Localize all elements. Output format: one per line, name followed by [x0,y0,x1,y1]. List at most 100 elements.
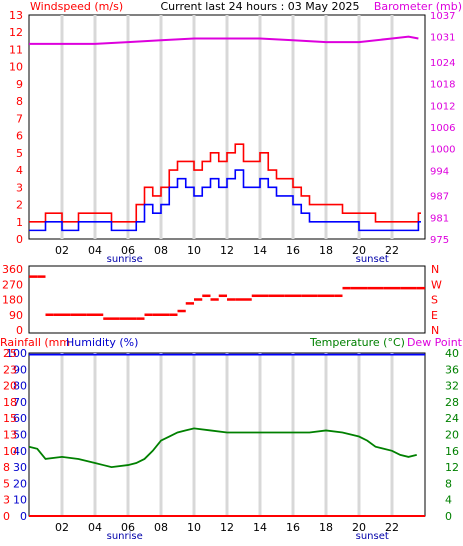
rainfall-tick-label: 0 [3,510,10,523]
barometer-tick-label: 975 [430,235,449,246]
rainfall-tick-label: 13 [3,429,17,442]
sun-annotation-sunset: sunset [356,254,389,265]
rainfall-tick-label: 20 [3,380,17,393]
barometer-tick-label: 1000 [430,145,455,156]
barometer-axis-title: Barometer (mb) [374,0,462,13]
barometer-tick-label: 1031 [430,33,455,44]
rainfall-tick-label: 8 [3,461,10,474]
wind-tick-label: 1 [16,216,23,229]
compass-tick-label: E [431,309,438,322]
humidity-tick-label: 60 [13,412,27,425]
barometer-tick-label: 1018 [430,80,455,91]
temperature-tick-label: 40 [445,347,459,360]
temp-x-tick-label: 06 [121,521,135,534]
humidity-axis-title: Humidity (%) [66,336,138,349]
series-line-wind-speed [29,169,421,232]
rainfall-axis-title: Rainfall (mm [0,336,70,349]
barometer-tick-label: 1012 [430,101,455,112]
rainfall-tick-label: 18 [3,396,17,409]
wind-x-tick-label: 02 [55,244,69,257]
compass-tick-label: W [431,278,442,291]
wind-x-tick-label: 14 [253,244,267,257]
rainfall-tick-label: 23 [3,363,17,376]
dewpoint-axis-title: Dew Point [407,336,463,349]
temperature-tick-label: 16 [445,445,459,458]
series-line-temperature [28,427,417,469]
wind-x-tick-label: 18 [319,244,333,257]
direction-tick-label: 180 [2,294,23,307]
temp-x-tick-label: 18 [319,521,333,534]
wind-tick-label: 13 [9,9,23,22]
wind-tick-label: 5 [16,147,23,160]
wind-tick-label: 12 [9,26,23,39]
humidity-tick-label: 0 [20,510,27,523]
direction-tick-label: 0 [16,324,23,337]
wind-tick-label: 6 [16,130,23,143]
direction-tick-label: 90 [9,309,23,322]
rainfall-tick-label: 5 [3,477,10,490]
wind-tick-label: 11 [9,43,23,56]
wind-tick-label: 4 [16,164,23,177]
wind-x-tick-label: 10 [187,244,201,257]
wind-tick-label: 8 [16,95,23,108]
barometer-tick-label: 981 [430,213,449,224]
temp-x-tick-label: 10 [187,521,201,534]
humidity-tick-label: 100 [6,347,27,360]
temperature-tick-label: 12 [445,461,459,474]
wind-x-tick-label: 08 [154,244,168,257]
series-line-barometer [29,35,419,45]
series-line-wind-gust [29,143,421,223]
barometer-tick-label: 1006 [430,123,455,134]
humidity-tick-label: 40 [13,445,27,458]
wind-x-tick-label: 04 [88,244,102,257]
temp-x-tick-label: 16 [286,521,300,534]
temp-x-tick-label: 20 [352,521,366,534]
wind-tick-label: 0 [16,233,23,246]
rainfall-tick-label: 3 [3,494,10,507]
wind-tick-label: 7 [16,112,23,125]
temperature-tick-label: 4 [445,494,452,507]
temp-x-tick-label: 12 [220,521,234,534]
sun-annotation-bottom-sunset: sunset [356,531,389,542]
temperature-tick-label: 0 [445,510,452,523]
wind-tick-label: 9 [16,78,23,91]
temp-x-tick-label: 14 [253,521,267,534]
temp-x-tick-label: 04 [88,521,102,534]
temperature-tick-label: 20 [445,429,459,442]
temperature-tick-label: 8 [445,477,452,490]
wind-x-tick-label: 12 [220,244,234,257]
temp-x-tick-label: 08 [154,521,168,534]
temperature-tick-label: 32 [445,380,459,393]
humidity-tick-label: 80 [13,380,27,393]
rainfall-tick-label: 10 [3,445,17,458]
temp-x-tick-label: 22 [385,521,399,534]
humidity-tick-label: 50 [13,429,27,442]
humidity-tick-label: 90 [13,363,27,376]
compass-tick-label: N [431,263,439,276]
wind-x-tick-label: 06 [121,244,135,257]
sun-annotation-bottom-sunrise: sunrise [107,531,143,542]
wind-tick-label: 10 [9,61,23,74]
compass-tick-label: N [431,324,439,337]
chart-title: Current last 24 hours : 03 May 2025 [161,0,360,13]
windspeed-axis-title: Windspeed (m/s) [30,0,123,13]
temperature-tick-label: 28 [445,396,459,409]
barometer-tick-label: 1024 [430,58,455,69]
humidity-tick-label: 10 [13,494,27,507]
barometer-tick-label: 994 [430,166,449,177]
humidity-tick-label: 70 [13,396,27,409]
temp-x-tick-label: 02 [55,521,69,534]
barometer-tick-label: 1037 [430,11,455,22]
barometer-tick-label: 987 [430,192,449,203]
wind-x-tick-label: 22 [385,244,399,257]
direction-tick-label: 360 [2,263,23,276]
wind-tick-label: 2 [16,199,23,212]
temperature-axis-title: Temperature (°C) [309,336,405,349]
wind-x-tick-label: 16 [286,244,300,257]
rainfall-tick-label: 15 [3,412,17,425]
rainfall-tick-label: 25 [3,347,17,360]
sun-annotation-sunrise: sunrise [107,254,143,265]
wind-tick-label: 3 [16,181,23,194]
